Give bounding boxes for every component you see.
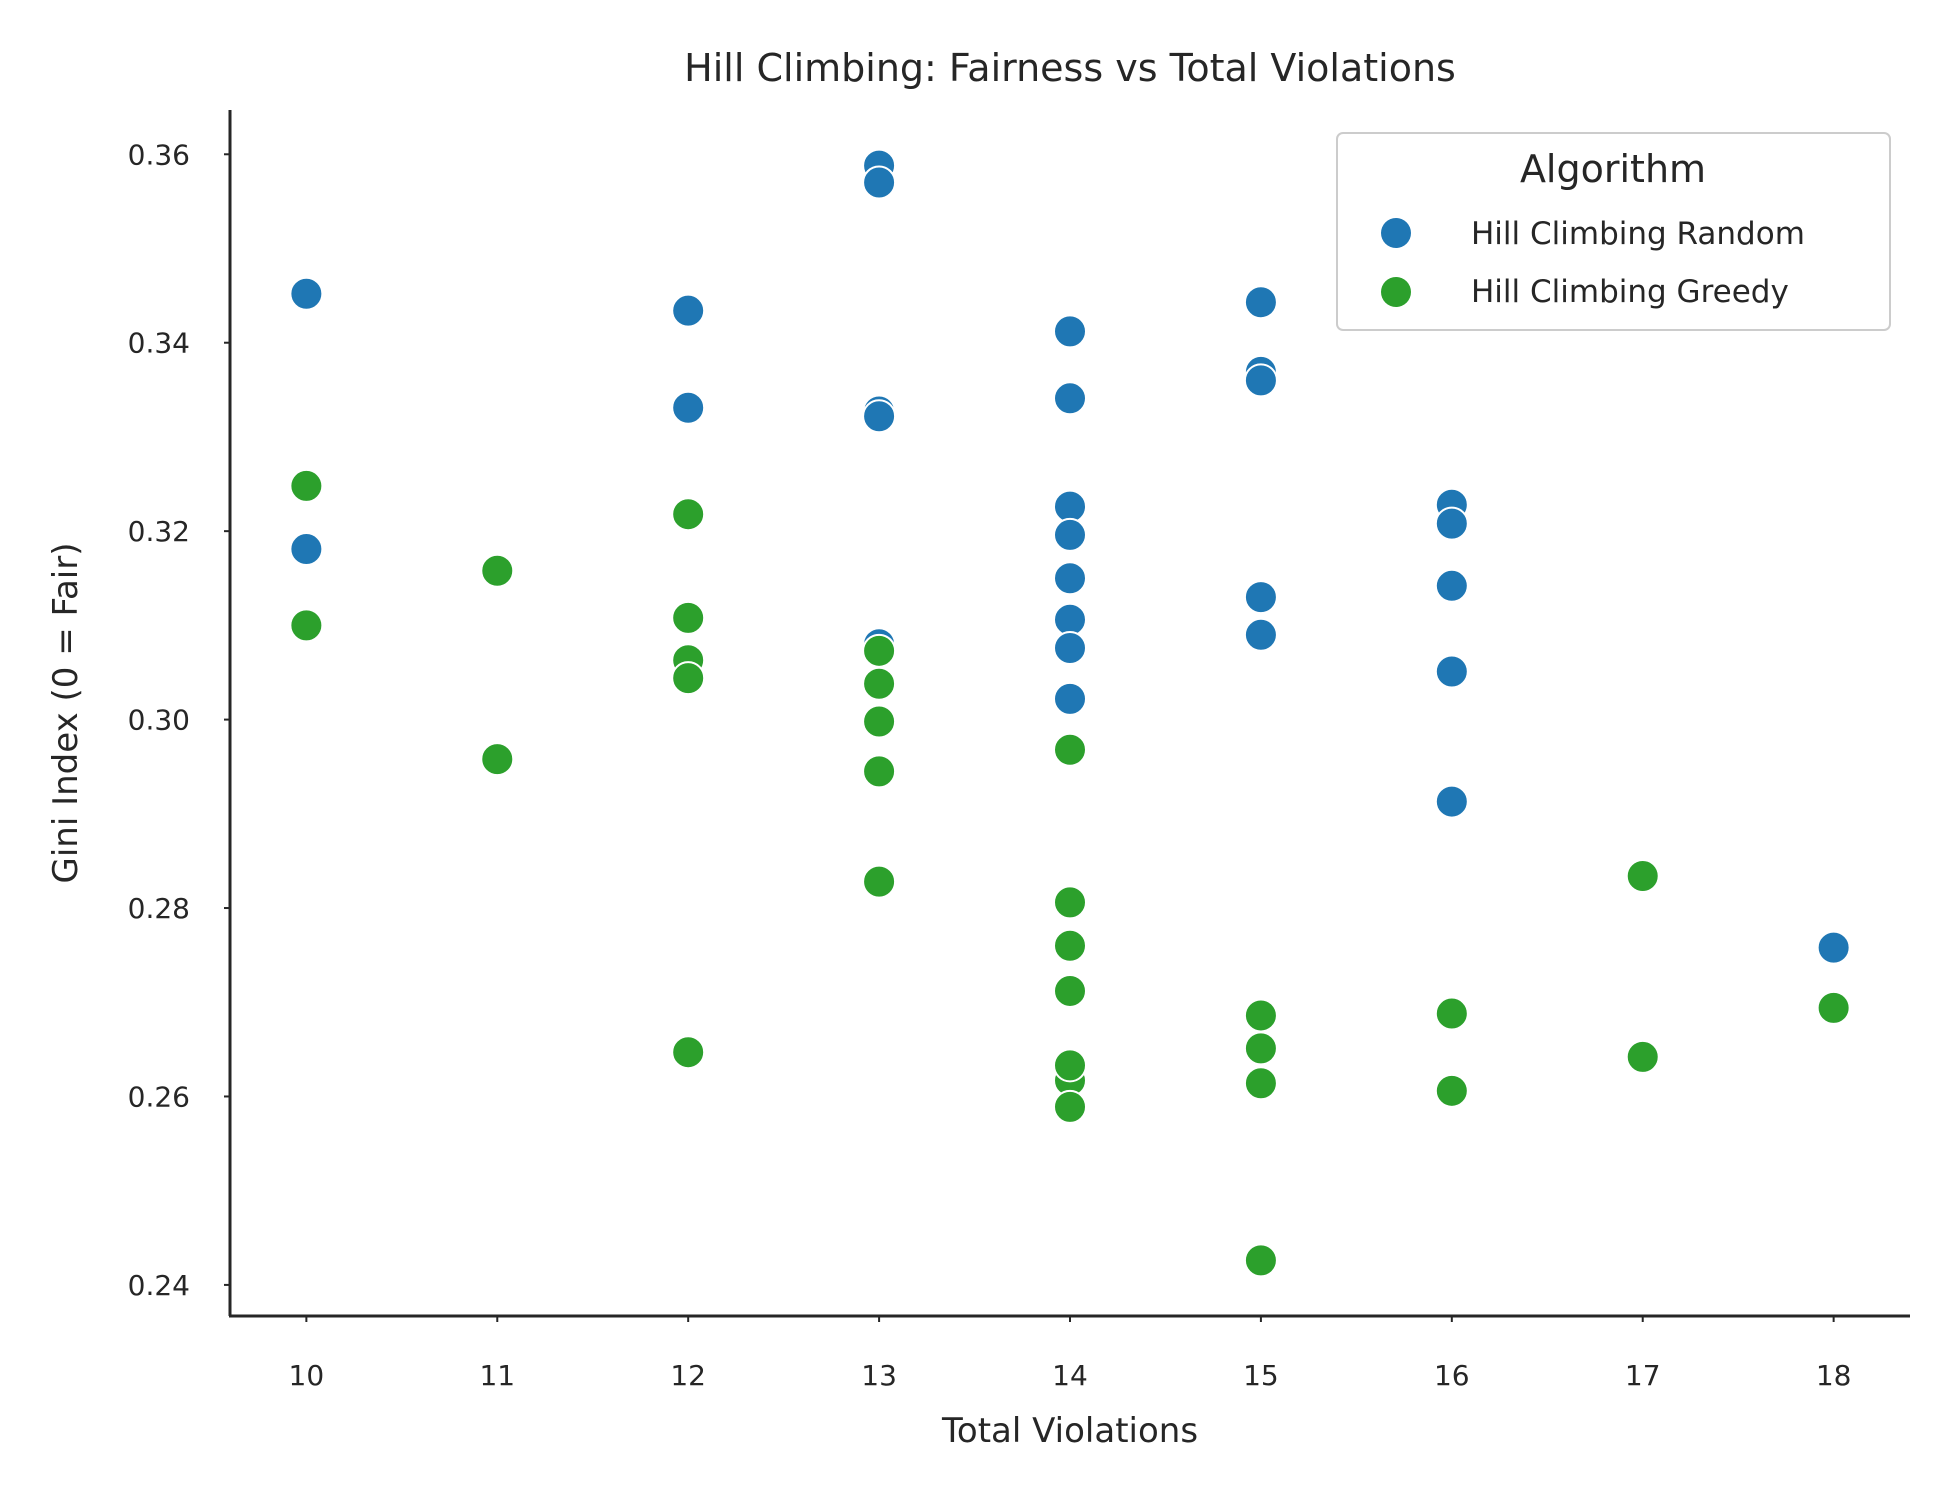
point-hill-climbing-greedy [1053, 1048, 1087, 1083]
x-tick-label: 13 [861, 1359, 897, 1392]
point-hill-climbing-random [289, 532, 324, 567]
point-hill-climbing-random [1053, 681, 1087, 716]
point-hill-climbing-greedy [671, 600, 706, 635]
x-ticks: 10 11 12 13 14 15 16 17 18 [289, 1316, 1852, 1392]
point-hill-climbing-greedy [1053, 885, 1087, 920]
y-tick-label: 0.34 [128, 327, 190, 360]
point-hill-climbing-greedy [862, 633, 897, 668]
point-hill-climbing-greedy [1434, 996, 1469, 1031]
point-hill-climbing-greedy [1053, 928, 1087, 963]
y-tick-label: 0.24 [128, 1269, 190, 1302]
point-hill-climbing-greedy [671, 497, 706, 532]
x-tick-label: 15 [1243, 1359, 1279, 1392]
point-hill-climbing-random [1053, 561, 1087, 596]
y-tick-label: 0.36 [128, 138, 190, 171]
point-hill-climbing-random [1053, 630, 1087, 665]
y-tick-label: 0.26 [128, 1080, 190, 1113]
point-hill-climbing-greedy [1625, 858, 1660, 893]
point-hill-climbing-greedy [1243, 998, 1278, 1033]
legend-label-greedy: Hill Climbing Greedy [1471, 274, 1789, 310]
point-hill-climbing-greedy [1434, 1073, 1469, 1108]
point-hill-climbing-random [1243, 285, 1278, 320]
point-hill-climbing-random [671, 390, 706, 425]
x-tick-label: 14 [1052, 1359, 1088, 1392]
points-layer [289, 148, 1851, 1278]
point-hill-climbing-greedy [1625, 1039, 1660, 1074]
point-hill-climbing-random [1434, 654, 1469, 689]
y-tick-label: 0.28 [128, 892, 190, 925]
point-hill-climbing-random [862, 165, 897, 200]
point-hill-climbing-random [1434, 784, 1469, 819]
point-hill-climbing-random [1053, 602, 1087, 637]
point-hill-climbing-greedy [289, 468, 324, 503]
point-hill-climbing-greedy [671, 1035, 706, 1070]
point-hill-climbing-random [1053, 517, 1087, 552]
point-hill-climbing-greedy [1053, 973, 1087, 1008]
point-hill-climbing-random [1053, 381, 1087, 416]
x-axis-title: Total Violations [941, 1411, 1198, 1451]
legend-marker-greedy [1381, 277, 1411, 307]
point-hill-climbing-greedy [1243, 1031, 1278, 1066]
point-hill-climbing-random [1434, 506, 1469, 541]
y-ticks: 0.24 0.26 0.28 0.30 0.32 0.34 0.36 [128, 138, 230, 1302]
point-hill-climbing-random [1434, 568, 1469, 603]
y-axis-title: Gini Index (0 = Fair) [46, 543, 86, 884]
chart-title: Hill Climbing: Fairness vs Total Violati… [684, 46, 1456, 90]
x-tick-label: 10 [289, 1359, 325, 1392]
point-hill-climbing-greedy [862, 864, 897, 899]
legend-title: Algorithm [1520, 147, 1706, 191]
point-hill-climbing-greedy [1053, 1089, 1087, 1124]
point-hill-climbing-greedy [862, 704, 897, 739]
legend-label-random: Hill Climbing Random [1471, 216, 1805, 252]
point-hill-climbing-greedy [1243, 1066, 1278, 1101]
point-hill-climbing-greedy [1816, 990, 1851, 1025]
point-hill-climbing-greedy [862, 754, 897, 789]
point-hill-climbing-greedy [1053, 732, 1087, 767]
x-tick-label: 16 [1434, 1359, 1470, 1392]
legend: Algorithm Hill Climbing Random Hill Clim… [1336, 132, 1891, 331]
x-tick-label: 17 [1625, 1359, 1661, 1392]
x-tick-label: 12 [670, 1359, 706, 1392]
point-hill-climbing-greedy [289, 608, 324, 643]
point-hill-climbing-random [1243, 363, 1278, 398]
point-hill-climbing-random [1053, 489, 1087, 524]
y-tick-label: 0.32 [128, 515, 190, 548]
point-hill-climbing-random [1243, 580, 1278, 615]
point-hill-climbing-random [1243, 617, 1278, 652]
point-hill-climbing-random [862, 399, 897, 434]
point-hill-climbing-random [1816, 930, 1851, 965]
legend-marker-random [1381, 218, 1411, 248]
point-hill-climbing-greedy [480, 742, 515, 777]
point-hill-climbing-greedy [671, 661, 706, 696]
point-hill-climbing-greedy [1243, 1243, 1278, 1278]
point-hill-climbing-random [671, 293, 706, 328]
y-tick-label: 0.30 [128, 704, 190, 737]
point-hill-climbing-greedy [862, 666, 897, 701]
point-hill-climbing-greedy [480, 553, 515, 588]
point-hill-climbing-random [289, 276, 324, 311]
x-tick-label: 11 [479, 1359, 515, 1392]
legend-frame [1336, 132, 1891, 331]
point-hill-climbing-random [1053, 314, 1087, 349]
x-tick-label: 18 [1816, 1359, 1852, 1392]
